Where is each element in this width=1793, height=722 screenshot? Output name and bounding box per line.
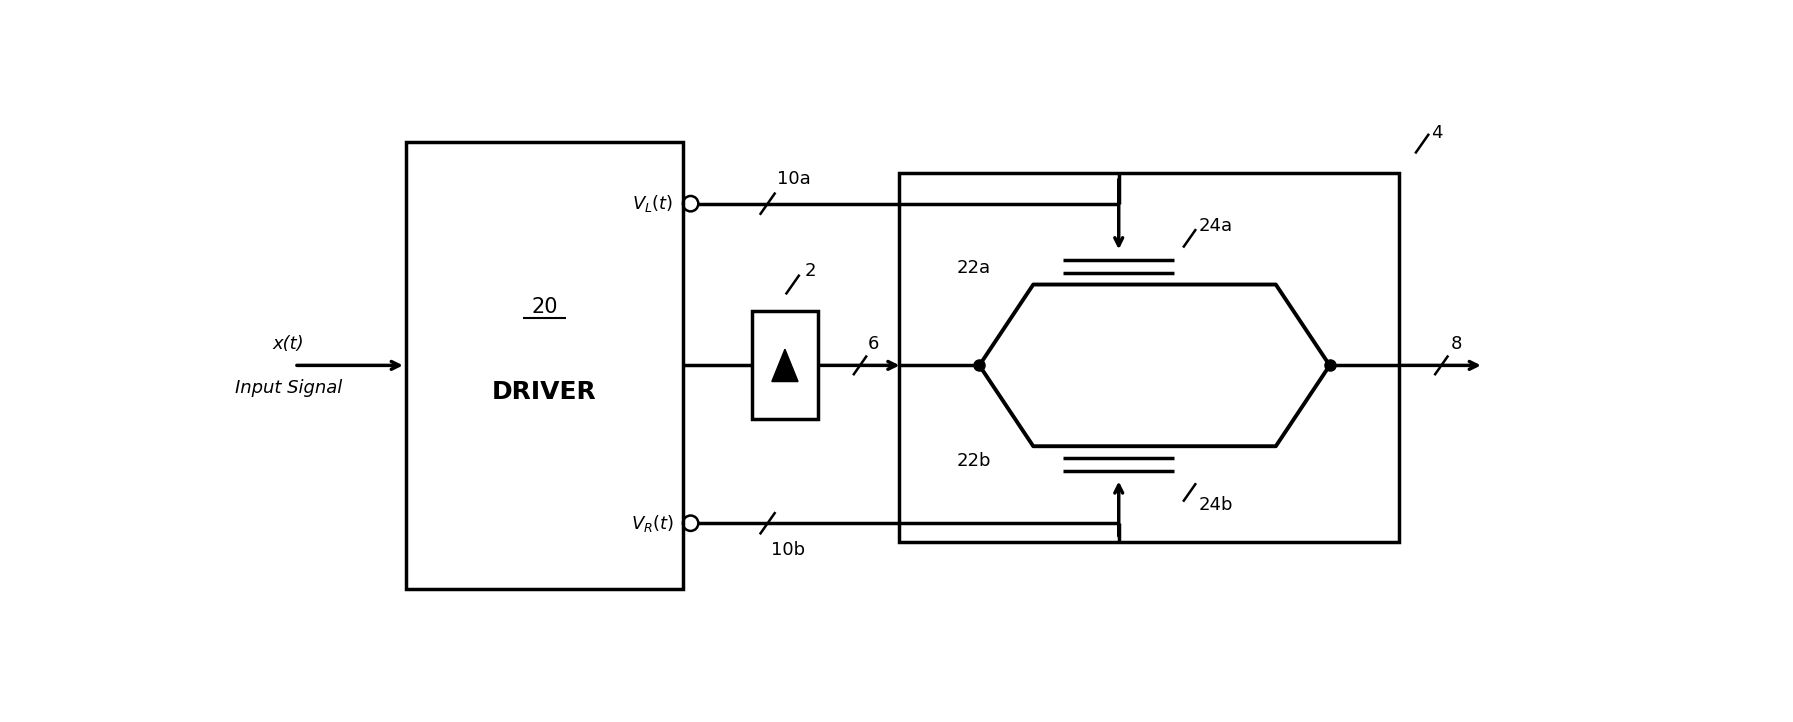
Bar [753, 311, 818, 419]
Text: $V_L(t)$: $V_L(t)$ [633, 193, 674, 214]
Text: DRIVER: DRIVER [491, 380, 597, 404]
Text: 8: 8 [1451, 335, 1461, 353]
Text: 4: 4 [1431, 124, 1443, 142]
Text: 22b: 22b [956, 453, 992, 471]
Polygon shape [771, 349, 798, 381]
Bar [405, 142, 683, 588]
Text: 20: 20 [531, 297, 558, 317]
Text: $V_R(t)$: $V_R(t)$ [631, 513, 674, 534]
Text: 10a: 10a [776, 170, 810, 188]
Text: x(t): x(t) [273, 335, 305, 353]
Text: Input Signal: Input Signal [235, 380, 342, 398]
Text: 24b: 24b [1200, 496, 1234, 514]
Text: 6: 6 [868, 335, 879, 353]
Text: 24a: 24a [1200, 217, 1234, 235]
Bar [898, 173, 1399, 542]
Text: 22a: 22a [956, 258, 990, 277]
Text: 10b: 10b [771, 542, 805, 559]
Text: 2: 2 [805, 262, 816, 280]
